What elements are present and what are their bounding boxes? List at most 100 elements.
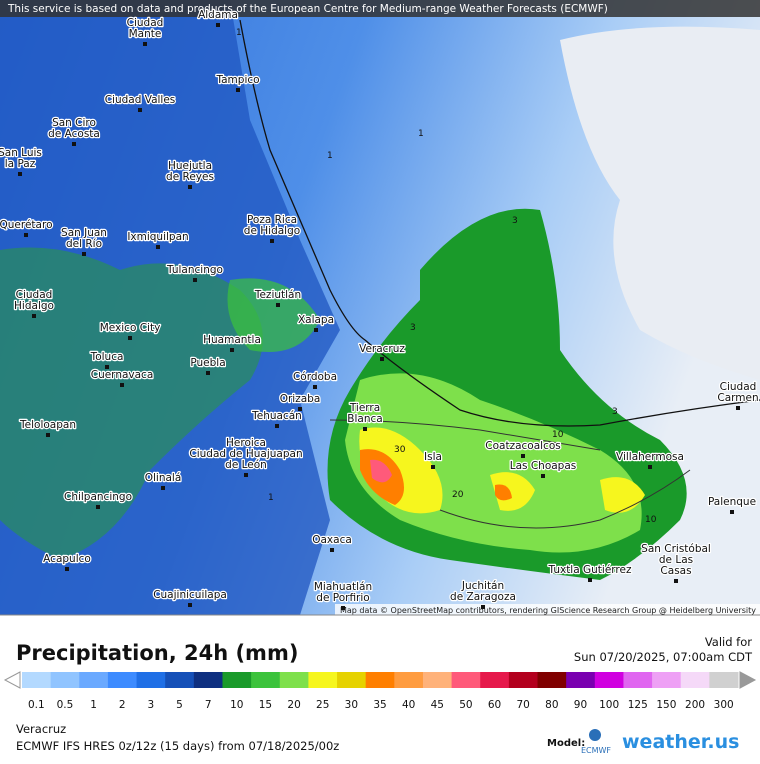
city-label-line: Xalapa (298, 314, 334, 326)
city-label-line: Toluca (90, 351, 124, 363)
city-label-line: Cuajinicuilapa (153, 589, 227, 601)
city-label-line: Ciudad (16, 289, 53, 301)
city-label: Tulancingo (166, 264, 223, 276)
contour-label: 3 (612, 407, 618, 417)
city-dot (32, 314, 36, 318)
city-label-line: Heroica (226, 437, 266, 449)
city-label-line: Teloloapan (19, 419, 76, 431)
city-label-line: Tampico (215, 74, 259, 86)
scale-label: 0.1 (28, 699, 45, 711)
city-label-line: Hidalgo (14, 300, 54, 312)
city-dot (298, 407, 302, 411)
city-dot (161, 486, 165, 490)
scale-swatch (508, 672, 539, 688)
city-label: Las Choapas (510, 460, 577, 472)
contour-label: 3 (410, 323, 416, 333)
city-dot (541, 474, 545, 478)
city-label: Mexico City (100, 322, 161, 334)
scale-swatch (566, 672, 596, 688)
scale-swatch (652, 672, 682, 688)
city-dot (313, 385, 317, 389)
city-label: Acapulco (43, 553, 91, 565)
city-label-line: Palenque (708, 496, 756, 508)
city-label-line: de Reyes (166, 171, 214, 183)
city-dot (156, 245, 160, 249)
scale-swatch (50, 672, 80, 688)
city-label-line: Coatzacoalcos (485, 440, 560, 452)
city-dot (105, 365, 109, 369)
scale-swatch (709, 672, 739, 688)
city-label: Teloloapan (19, 419, 76, 431)
city-dot (138, 108, 142, 112)
city-label-line: San Cristóbal (641, 543, 711, 555)
scale-label: 7 (205, 699, 212, 711)
valid-time: Sun 07/20/2025, 07:00am CDT (574, 650, 753, 664)
scale-swatch (394, 672, 424, 688)
scale-swatch (79, 672, 109, 688)
scale-label: 2 (119, 699, 126, 711)
city-label-line: del Río (66, 238, 102, 250)
city-dot (588, 578, 592, 582)
city-dot (18, 172, 22, 176)
city-label: San Ciro de Acosta (48, 117, 100, 140)
city-label: Veracruz (359, 343, 405, 355)
scale-label: 10 (230, 699, 243, 711)
scale-swatch (537, 672, 567, 688)
city-label: Ixmiquilpan (127, 231, 188, 243)
city-label-line: Chilpancingo (64, 491, 132, 503)
contour-label: 1 (268, 493, 274, 503)
city-label: San Juan del Río (61, 227, 107, 250)
scale-label: 1 (90, 699, 97, 711)
city-label-line: Cuernavaca (91, 369, 154, 381)
contour-label: 10 (645, 515, 657, 525)
city-dot (65, 567, 69, 571)
scale-swatch (193, 672, 223, 688)
city-dot (648, 465, 652, 469)
contour-label: 30 (394, 445, 406, 455)
city-label-line: Isla (424, 451, 442, 463)
city-dot (521, 454, 525, 458)
city-label: Aldama (198, 9, 238, 21)
city-dot (314, 328, 318, 332)
city-dot (128, 336, 132, 340)
city-dot (736, 406, 740, 410)
city-label-line: San Luis (0, 147, 42, 159)
city-label: Puebla (190, 357, 225, 369)
contour-label: 10 (552, 430, 564, 440)
city-label-line: de Porfirio (316, 592, 369, 604)
city-label-line: Poza Rica (247, 214, 297, 226)
city-label: Xalapa (298, 314, 334, 326)
city-label-line: Huamantla (203, 334, 261, 346)
city-label-line: Teziutlán (254, 289, 301, 301)
ecmwf-logo (589, 729, 601, 741)
city-label-line: Ciudad (127, 17, 164, 29)
city-dot (363, 427, 367, 431)
city-label-line: Acapulco (43, 553, 91, 565)
city-label: Olinalá (145, 472, 182, 484)
city-dot (46, 433, 50, 437)
scale-swatch (451, 672, 481, 688)
city-label-line: Tierra (349, 402, 380, 414)
city-dot (96, 505, 100, 509)
city-label-line: de Hidalgo (244, 225, 300, 237)
contour-label: 1 (418, 129, 424, 139)
scale-label: 300 (714, 699, 734, 711)
city-dot (481, 605, 485, 609)
city-label: Teziutlán (254, 289, 301, 301)
city-dot (341, 606, 345, 610)
city-label-line: Veracruz (359, 343, 405, 355)
city-label: Ciudad Hidalgo (14, 289, 54, 312)
city-dot (120, 383, 124, 387)
city-label-line: Aldama (198, 9, 238, 21)
contour-label: 1 (327, 151, 333, 161)
scale-swatch (623, 672, 653, 688)
city-label: Juchitán de Zaragoza (450, 580, 516, 603)
city-label-line: Ciudad de Huajuapan (189, 448, 302, 460)
city-label: Ciudad Carmen (717, 381, 758, 404)
scale-swatch (251, 672, 281, 688)
city-label-line: la Paz (5, 158, 36, 170)
city-label: Isla (424, 451, 442, 463)
city-dot (431, 465, 435, 469)
city-label-line: de Las (659, 554, 693, 566)
